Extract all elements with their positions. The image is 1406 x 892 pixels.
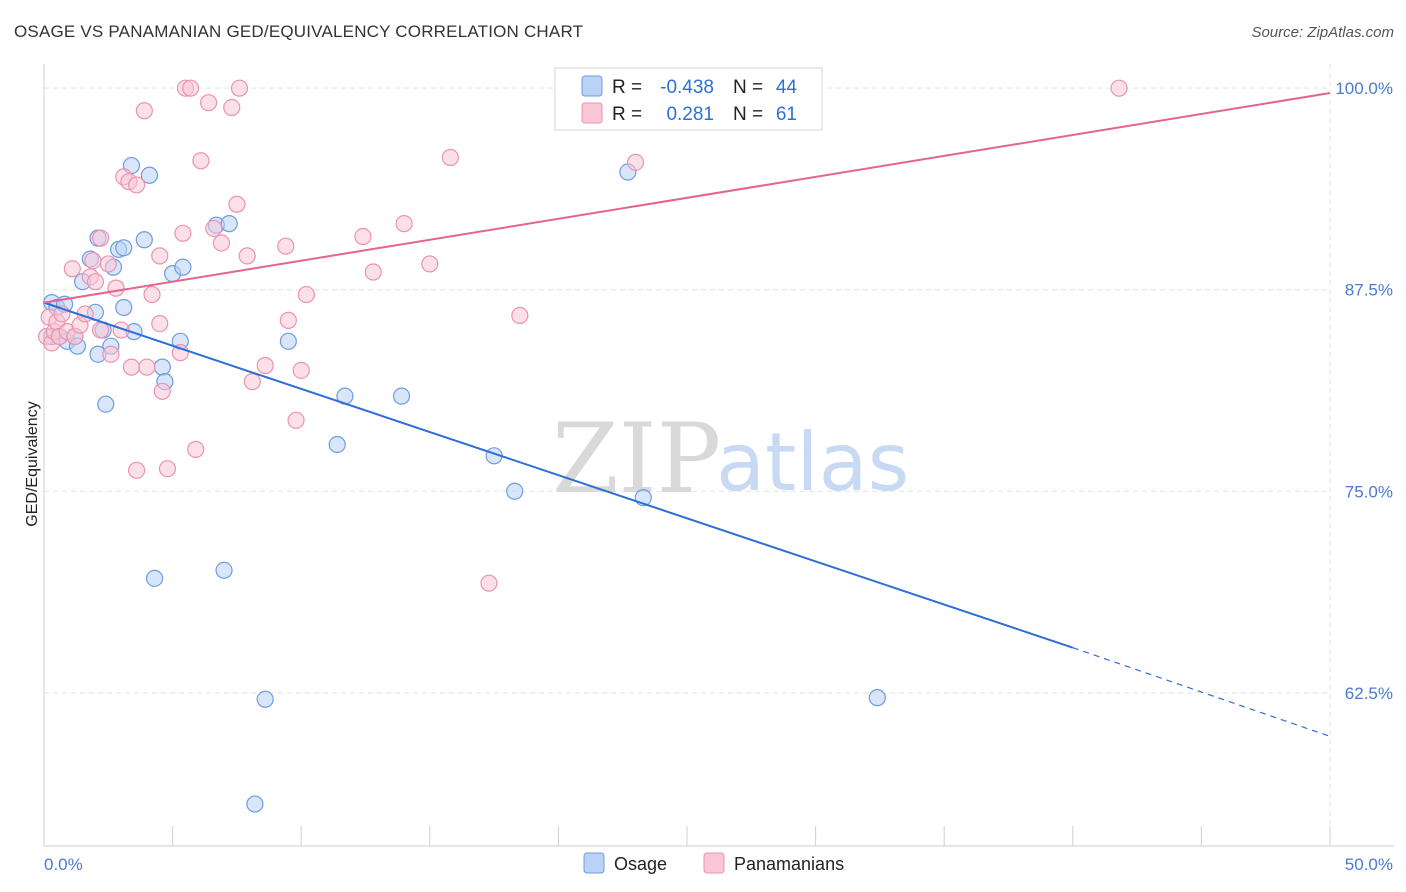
chart-source: Source: ZipAtlas.com <box>1251 24 1394 41</box>
panamanian-point <box>364 263 382 281</box>
osage-trend-line <box>43 301 1074 649</box>
osage-point <box>140 166 159 184</box>
panamanian-point <box>151 314 169 333</box>
axes <box>43 64 1394 847</box>
panamanian-point <box>151 247 169 265</box>
series-legend: Osage Panamanians <box>583 852 844 874</box>
series-legend-swatch-panamanians <box>703 852 725 874</box>
panamanian-point <box>187 440 205 458</box>
panamanian-point <box>138 358 156 376</box>
panamanian-point <box>421 255 439 273</box>
legend-n-label: N = <box>733 77 763 98</box>
panamanian-point <box>200 94 218 112</box>
panamanian-point <box>102 345 120 363</box>
panamanian-point <box>626 153 645 171</box>
osage-point <box>115 239 133 257</box>
panamanian-point <box>107 279 125 297</box>
panamanian-point <box>91 229 110 247</box>
panamanian-point <box>354 227 372 246</box>
panamanian-point <box>243 373 261 391</box>
y-tick-labels: 62.5% 75.0% 87.5% 100.0% <box>1335 79 1393 703</box>
panamanian-point <box>158 460 177 478</box>
x-tick-labels: 0.0% 50.0% <box>44 855 1393 874</box>
panamanian-point <box>441 148 459 167</box>
legend-swatch-panamanians <box>581 102 603 124</box>
series-legend-osage: Osage <box>614 854 667 874</box>
panamanian-point <box>256 356 274 375</box>
y-tick-label: 62.5% <box>1345 684 1393 703</box>
panamanian-point <box>287 411 305 429</box>
legend-r-label: R = <box>612 104 642 125</box>
panamanian-point <box>86 273 105 291</box>
panamanian-point <box>171 344 189 362</box>
panamanian-point <box>99 255 117 273</box>
panamanian-point <box>395 215 413 233</box>
legend-r-value: 0.281 <box>666 104 714 125</box>
y-tick-label: 87.5% <box>1345 281 1393 300</box>
osage-point <box>506 482 524 500</box>
series-legend-panamanians: Panamanians <box>734 854 844 874</box>
panamanian-point <box>238 247 256 265</box>
osage-point <box>135 231 153 249</box>
osage-point <box>97 395 115 413</box>
panamanian-point <box>511 306 529 325</box>
osage-point <box>246 795 264 813</box>
panamanian-point <box>292 361 310 379</box>
watermark-atlas: atlas <box>716 416 909 509</box>
y-axis-title: GED/Equivalency <box>24 401 41 526</box>
osage-point <box>115 298 133 317</box>
panamanian-point <box>122 358 141 376</box>
panamanian-point <box>174 224 192 242</box>
panamanian-point <box>143 285 161 304</box>
osage-point <box>215 561 233 579</box>
panamanian-point <box>84 252 102 270</box>
osage-point <box>145 569 164 587</box>
x-tick-label: 0.0% <box>44 855 83 874</box>
panamanian-trend-line <box>43 92 1331 304</box>
trend-lines <box>43 92 1331 737</box>
osage-point <box>220 215 238 233</box>
panamanian-point <box>230 79 249 97</box>
panamanian-point <box>223 98 241 117</box>
panamanian-point <box>182 79 200 97</box>
panamanian-point <box>153 382 171 400</box>
panamanian-point <box>277 237 295 255</box>
panamanian-point <box>135 102 153 120</box>
panamanian-point <box>279 311 297 329</box>
chart-title: OSAGE VS PANAMANIAN GED/EQUIVALENCY CORR… <box>14 22 584 41</box>
osage-point <box>256 690 274 708</box>
legend-n-value: 44 <box>776 77 798 98</box>
panamanian-point <box>480 574 498 592</box>
panamanian-point <box>127 461 146 479</box>
panamanian-point <box>127 176 146 194</box>
y-tick-label: 75.0% <box>1345 482 1393 501</box>
legend-swatch-osage <box>581 75 603 97</box>
osage-trend-extension <box>1072 647 1331 737</box>
legend-n-label: N = <box>733 104 763 125</box>
osage-point <box>153 358 171 376</box>
osage-point <box>868 689 886 707</box>
osage-point <box>174 258 192 276</box>
panamanian-point <box>192 152 210 170</box>
panamanian-point <box>112 321 130 339</box>
y-tick-label: 100.0% <box>1335 79 1393 98</box>
panamanian-point <box>1110 79 1128 97</box>
series-legend-swatch-osage <box>583 852 605 874</box>
x-tick-label: 50.0% <box>1345 855 1393 874</box>
data-points <box>37 79 1128 813</box>
correlation-legend: R = -0.438 N = 44 R = 0.281 N = 61 <box>554 67 823 131</box>
panamanian-point <box>63 260 81 278</box>
osage-point <box>279 332 297 350</box>
legend-n-value: 61 <box>776 104 797 125</box>
osage-point <box>328 435 346 454</box>
legend-r-label: R = <box>612 77 642 98</box>
panamanian-point <box>228 195 246 213</box>
panamanian-point <box>205 219 223 238</box>
legend-r-value: -0.438 <box>660 77 714 98</box>
panamanian-point <box>297 285 315 304</box>
osage-point <box>392 387 411 405</box>
panamanian-point <box>212 234 231 252</box>
